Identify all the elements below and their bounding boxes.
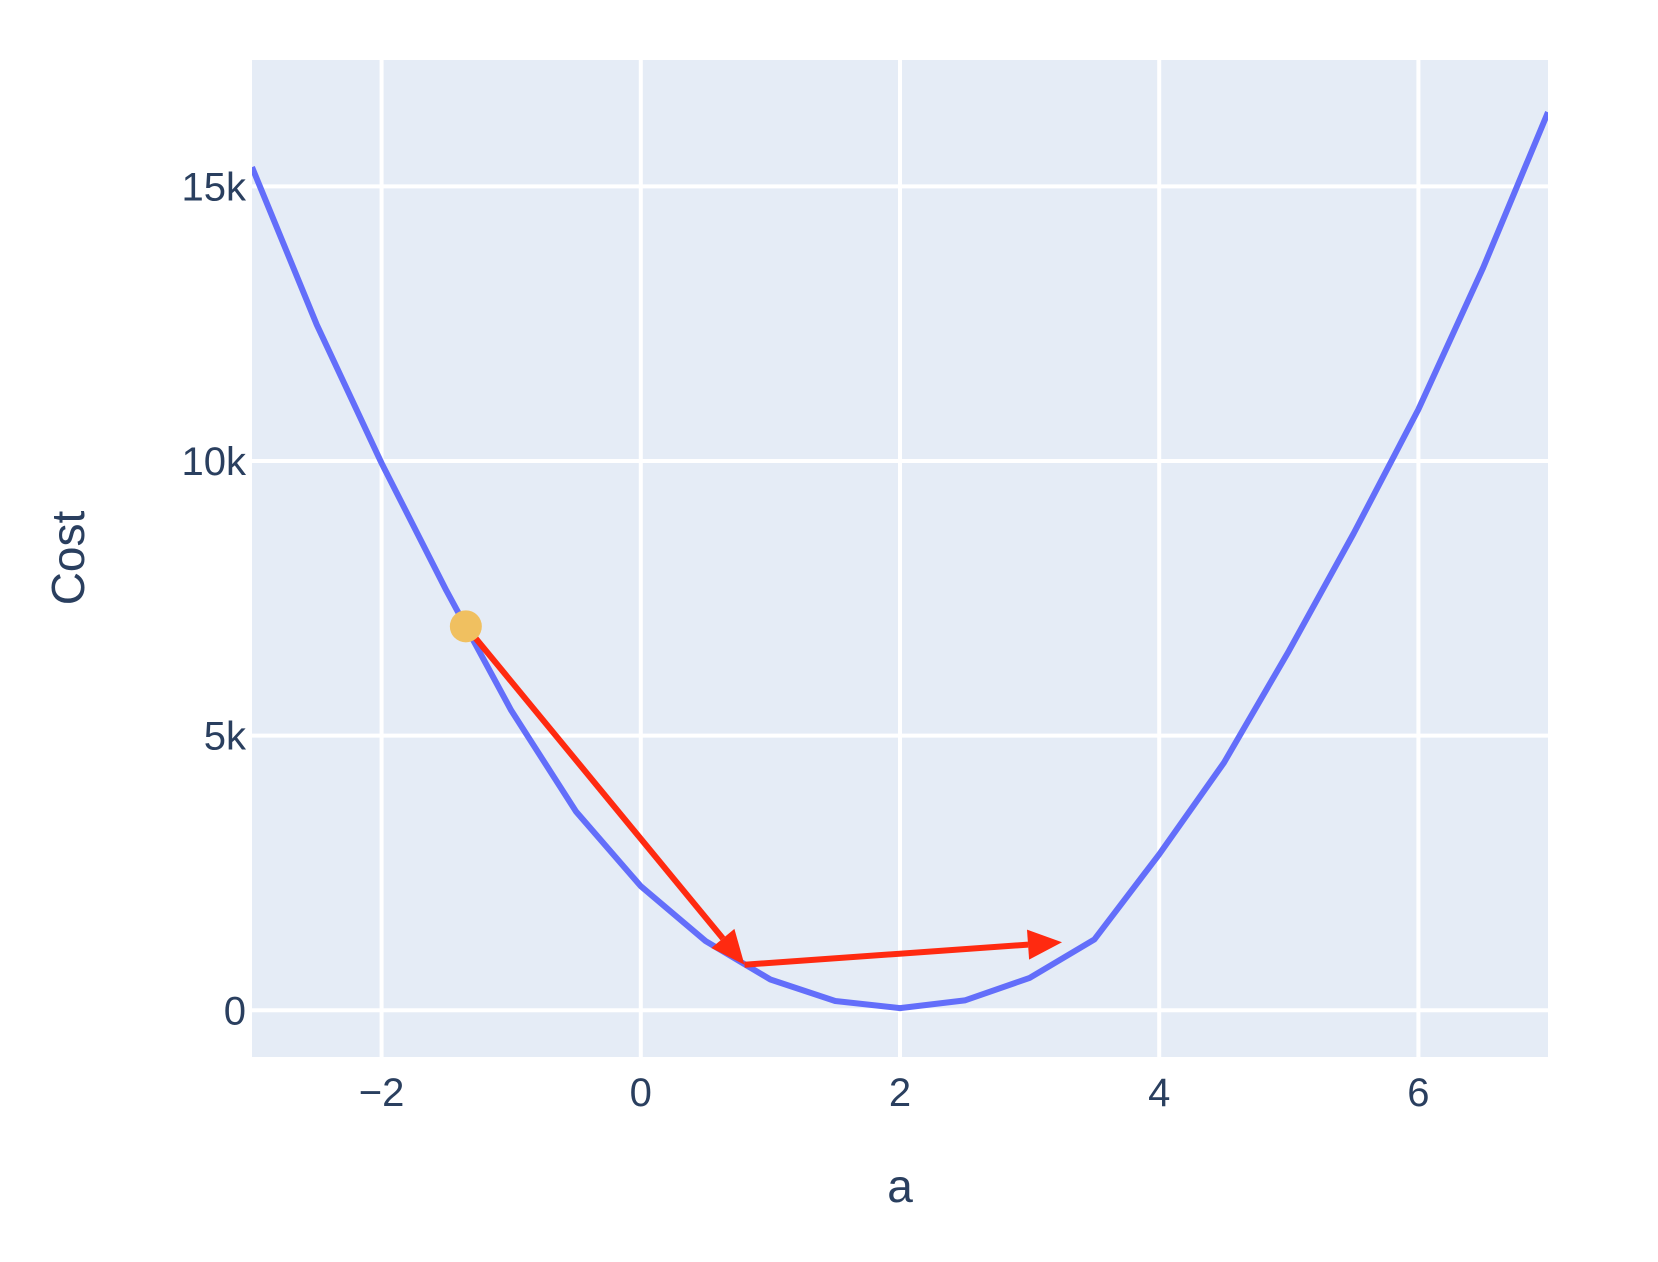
plot-content	[252, 111, 1548, 1012]
x-tick-label: 2	[889, 1071, 911, 1115]
x-gridlines	[379, 60, 1421, 1057]
start-point-marker	[449, 610, 482, 643]
x-axis-ticks: −2 0 2 4 6	[359, 1071, 1430, 1115]
gradient-arrow-head	[711, 928, 745, 965]
y-tick-label: 5k	[204, 715, 247, 759]
gradient-arrow-shaft	[744, 941, 1029, 968]
x-axis-title: a	[887, 1160, 913, 1212]
y-tick-label: 0	[224, 989, 246, 1033]
y-axis-title: Cost	[42, 510, 94, 605]
x-tick-label: 6	[1407, 1071, 1429, 1115]
gradient-step-annotations	[449, 610, 1062, 968]
x-tick-label: 4	[1148, 1071, 1170, 1115]
gradient-arrow-head	[1027, 929, 1062, 960]
y-axis-ticks: 0 5k 10k 15k	[182, 165, 247, 1033]
x-tick-label: 0	[630, 1071, 652, 1115]
y-tick-label: 10k	[182, 440, 247, 484]
x-tick-label: −2	[359, 1071, 405, 1115]
y-tick-label: 15k	[182, 165, 247, 209]
gradient-arrow-shaft	[463, 624, 726, 941]
